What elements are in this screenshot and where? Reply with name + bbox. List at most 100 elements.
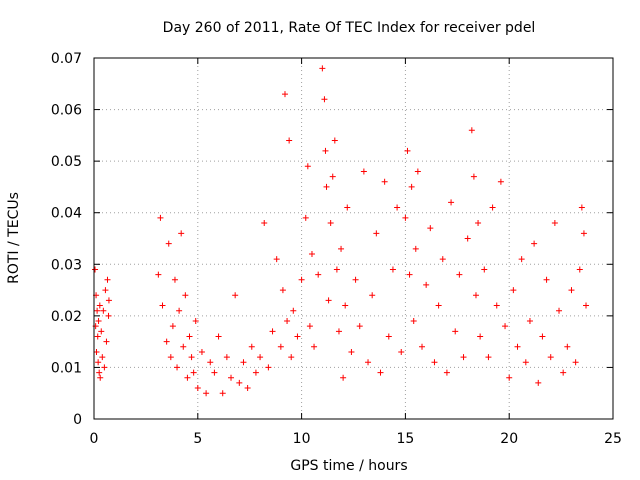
data-point [412,245,419,252]
data-point [284,318,291,325]
data-point [389,266,396,273]
y-tick-label: 0 [73,412,82,428]
data-point [190,369,197,376]
data-point [404,147,411,154]
data-point [104,276,111,283]
data-point [572,359,579,366]
data-point [338,245,345,252]
data-point [311,343,318,350]
data-point [98,328,105,335]
data-point [269,328,276,335]
data-point [290,307,297,314]
data-point [468,127,475,134]
data-point [583,302,590,309]
data-point [96,369,103,376]
data-point [377,369,384,376]
data-point [381,178,388,185]
data-point [502,323,509,330]
data-point [163,338,170,345]
data-point [257,354,264,361]
x-tick-label: 25 [604,431,622,447]
data-point [427,225,434,232]
data-point [414,168,421,175]
data-point [410,318,417,325]
data-point [327,220,334,227]
data-point [169,323,176,330]
data-point [568,287,575,294]
data-point [464,235,471,242]
data-point [329,173,336,180]
data-point [94,307,101,314]
data-point [535,379,542,386]
data-point [192,318,199,325]
data-point [101,364,108,371]
data-point [207,359,214,366]
data-point [105,312,112,319]
data-point [333,266,340,273]
data-point [373,230,380,237]
data-point [96,302,103,309]
y-tick-label: 0.03 [51,257,82,273]
data-point [261,220,268,227]
data-point [331,137,338,144]
chart-title: Day 260 of 2011, Rate Of TEC Index for r… [163,20,536,36]
data-point [506,374,513,381]
data-point [95,359,102,366]
data-point [443,369,450,376]
data-point [308,250,315,257]
y-axis-label: ROTI / TECUs [6,192,22,284]
data-point [348,348,355,355]
data-point [194,385,201,392]
data-point [369,292,376,299]
data-point [219,390,226,397]
data-point [580,230,587,237]
data-point [105,297,112,304]
data-point [477,333,484,340]
data-point [456,271,463,278]
data-point [342,302,349,309]
data-point [244,385,251,392]
data-point [352,276,359,283]
data-point [539,333,546,340]
data-point [286,137,293,144]
data-point [182,292,189,299]
plot-frame [93,57,614,420]
data-point [356,323,363,330]
data-point [157,214,164,221]
data-point [198,348,205,355]
data-point [302,214,309,221]
data-point [543,276,550,283]
data-point [522,359,529,366]
data-point [236,379,243,386]
data-points [92,65,590,397]
data-point [228,374,235,381]
data-point [94,333,101,340]
data-point [180,343,187,350]
data-point [298,276,305,283]
data-point [186,333,193,340]
data-point [281,91,288,98]
data-point [448,199,455,206]
data-point [485,354,492,361]
y-tick-label: 0.05 [51,154,82,170]
x-axis-label: GPS time / hours [290,458,407,474]
data-point [203,390,210,397]
data-point [365,359,372,366]
x-tick-label: 0 [90,431,99,447]
data-point [188,354,195,361]
data-point [277,343,284,350]
data-point [460,354,467,361]
data-point [402,214,409,221]
data-point [265,364,272,371]
data-point [178,230,185,237]
data-point [514,343,521,350]
y-tick-label: 0.01 [51,360,82,376]
data-point [431,359,438,366]
data-point [322,147,329,154]
data-point [92,266,99,273]
data-point [321,96,328,103]
data-point [252,369,259,376]
data-point [547,354,554,361]
data-point [340,374,347,381]
y-tick-label: 0.02 [51,309,82,325]
